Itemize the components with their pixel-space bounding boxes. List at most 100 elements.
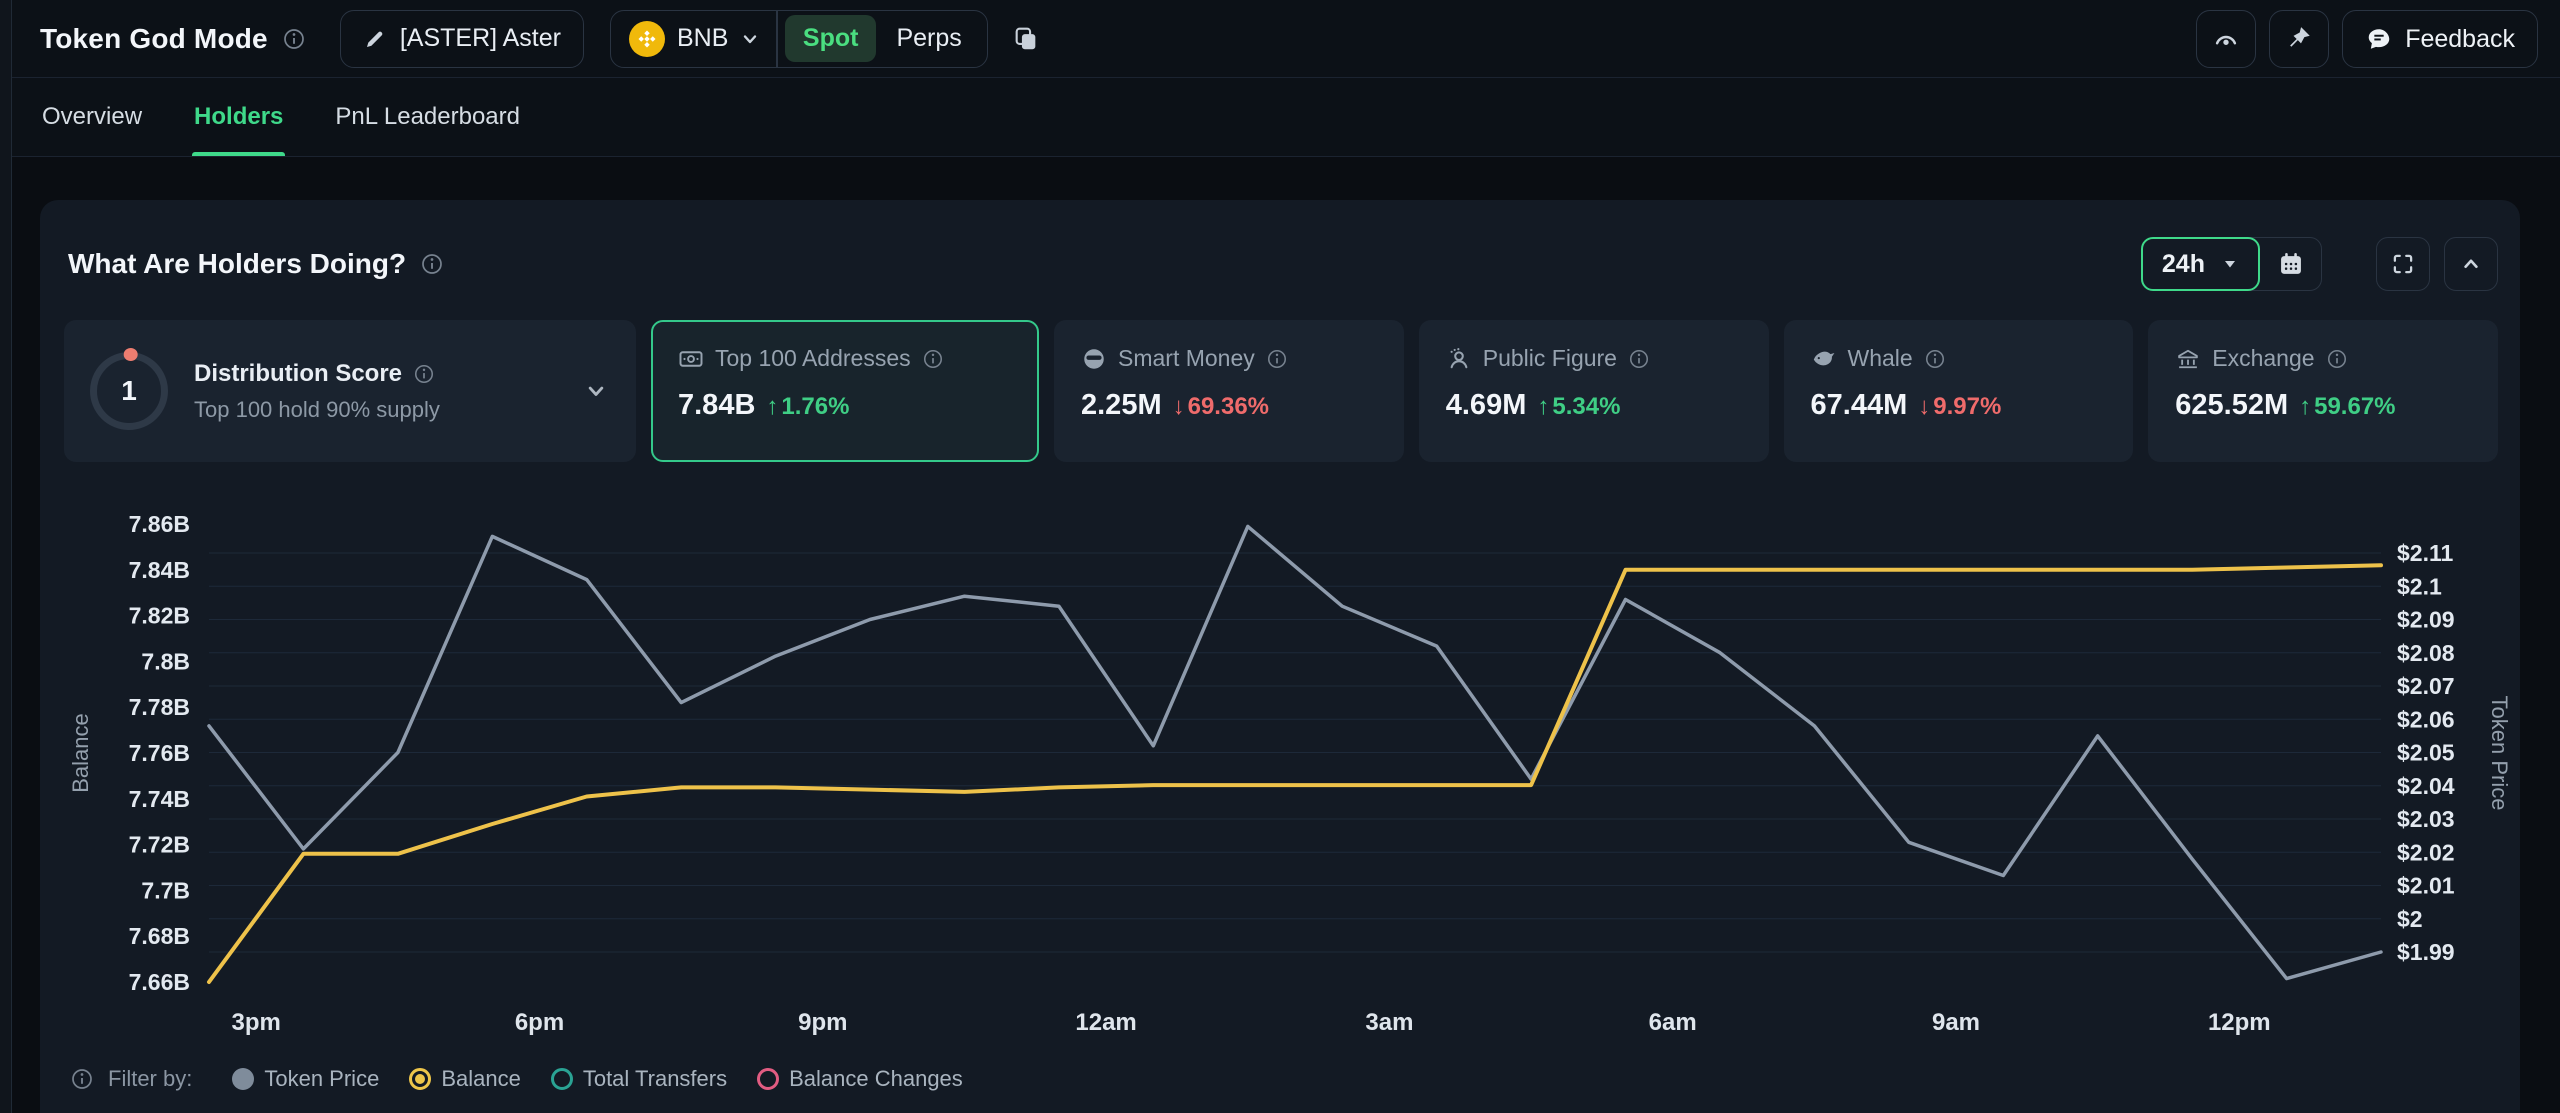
chevron-down-icon[interactable]	[738, 27, 762, 51]
right-axis-title: Token Price	[2487, 696, 2512, 811]
token-selector[interactable]: [ASTER] Aster	[339, 9, 584, 68]
right-axis-tick: $2.07	[2397, 673, 2455, 699]
chevron-down-icon	[2218, 252, 2242, 276]
stat-card-smart-money[interactable]: Smart Money 2.25M ↓ 69.36%	[1054, 320, 1404, 462]
tab-label: Overview	[42, 103, 143, 130]
whale-icon	[1811, 346, 1837, 372]
chevron-down-icon[interactable]	[582, 377, 610, 405]
collapse-button[interactable]	[2444, 237, 2498, 291]
left-axis-tick: 7.82B	[129, 603, 190, 629]
series-token-price	[207, 524, 2383, 981]
calendar-icon	[2277, 250, 2305, 278]
distribution-score-value: 1	[121, 375, 137, 406]
right-axis-tick: $2.11	[2397, 540, 2453, 566]
header-actions: Feedback	[2196, 10, 2538, 68]
gauge-icon	[2212, 25, 2240, 53]
x-axis-tick: 12pm	[2208, 1009, 2271, 1036]
fullscreen-button[interactable]	[2376, 237, 2430, 291]
legend-item-label: Balance Changes	[789, 1066, 963, 1091]
bnb-coin-icon[interactable]	[629, 20, 665, 57]
legend-marker-ring	[757, 1068, 780, 1090]
stat-card-label: Exchange	[2212, 345, 2315, 371]
tab-holders[interactable]: Holders	[192, 78, 286, 156]
copy-icon[interactable]	[1012, 25, 1040, 53]
time-range-select[interactable]: 24h	[2140, 237, 2260, 291]
stat-card-distribution-score[interactable]: 1 Distribution Score Top 100 hold 90% su…	[64, 320, 636, 462]
chevron-up-icon	[2458, 251, 2484, 277]
right-axis-tick: $2.09	[2397, 607, 2455, 633]
info-icon[interactable]	[922, 348, 944, 370]
calendar-button[interactable]	[2248, 237, 2322, 291]
top-header: Token God Mode [ASTER] Aster BNB Spot Pe…	[0, 0, 2560, 78]
stat-card-whale[interactable]: Whale 67.44M ↓ 9.97%	[1783, 320, 2134, 462]
legend-item-total-transfers[interactable]: Total Transfers	[550, 1066, 728, 1092]
stat-card-exchange[interactable]: Exchange 625.52M ↑ 59.67%	[2148, 320, 2498, 462]
holders-panel: What Are Holders Doing? 24h 1 D	[40, 200, 2520, 1113]
panel-controls: 24h	[2140, 237, 2498, 291]
banknote-icon	[678, 346, 704, 372]
stat-card-value: 625.52M	[2175, 389, 2289, 421]
stat-card-value: 7.84B	[678, 389, 756, 421]
gauge-marker-dot	[123, 348, 138, 361]
tab-pnl-leaderboard[interactable]: PnL Leaderboard	[333, 78, 522, 156]
right-axis-tick: $2.06	[2397, 706, 2455, 732]
perps-toggle[interactable]: Perps	[896, 24, 962, 52]
right-axis-tick: $2.03	[2397, 806, 2455, 832]
left-axis-tick: 7.66B	[129, 969, 190, 995]
right-axis-tick: $2	[2397, 906, 2423, 932]
holders-chart[interactable]: 7.86B 7.84B 7.82B 7.8B 7.78B 7.76B 7.74B 7.72B 7…	[40, 490, 2520, 1050]
stat-card-change: 59.67%	[2314, 393, 2396, 420]
left-axis-tick: 7.68B	[129, 923, 190, 949]
info-icon[interactable]	[282, 27, 306, 51]
feedback-label: Feedback	[2405, 24, 2515, 53]
tab-overview[interactable]: Overview	[40, 78, 144, 156]
info-icon[interactable]	[1266, 348, 1288, 370]
stat-card-change: 69.36%	[1187, 393, 1270, 420]
legend-item-balance-changes[interactable]: Balance Changes	[757, 1066, 963, 1092]
legend-item-label: Total Transfers	[582, 1066, 728, 1091]
legend-marker-filled	[232, 1068, 255, 1090]
info-icon[interactable]	[1628, 348, 1650, 370]
chart-svg: 7.86B 7.84B 7.82B 7.8B 7.78B 7.76B 7.74B 7.72B 7…	[68, 511, 2512, 1036]
fullscreen-icon	[2390, 251, 2416, 277]
spot-toggle[interactable]: Spot	[784, 15, 877, 62]
bank-icon	[2175, 346, 2201, 372]
series-balance	[207, 563, 2383, 984]
stat-card-label: Top 100 Addresses	[715, 345, 911, 371]
x-axis-tick: 9am	[1932, 1009, 1980, 1036]
panel-header: What Are Holders Doing? 24h	[68, 236, 2498, 292]
incognito-icon	[1081, 346, 1107, 372]
right-axis-tick: $1.99	[2397, 939, 2455, 965]
chain-label[interactable]: BNB	[677, 24, 729, 52]
info-icon[interactable]	[1924, 348, 1946, 370]
collapsed-sidebar-strip	[0, 0, 12, 1113]
info-icon[interactable]	[70, 1067, 94, 1091]
right-axis-tick: $2.08	[2397, 640, 2455, 666]
legend-item-label: Token Price	[264, 1066, 380, 1091]
x-axis-tick: 3pm	[232, 1009, 281, 1036]
legend-marker-ring	[550, 1068, 573, 1090]
trend-arrow-icon: ↑	[1537, 393, 1550, 420]
public-figure-icon	[1446, 346, 1472, 372]
stat-card-public-figure[interactable]: Public Figure 4.69M ↑ 5.34%	[1418, 320, 1769, 462]
app-title: Token God Mode	[40, 22, 268, 54]
info-icon[interactable]	[413, 363, 435, 385]
chat-bubble-icon	[2365, 25, 2393, 53]
legend-item-balance[interactable]: Balance	[409, 1066, 521, 1092]
panel-title: What Are Holders Doing?	[68, 248, 407, 279]
trend-arrow-icon: ↓	[1172, 393, 1185, 420]
legend-item-token-price[interactable]: Token Price	[232, 1066, 379, 1092]
info-icon[interactable]	[420, 252, 444, 276]
left-axis-tick: 7.76B	[129, 740, 190, 766]
tab-bar: Overview Holders PnL Leaderboard	[0, 78, 2560, 157]
trend-arrow-icon: ↑	[766, 393, 779, 420]
stat-card-top-100-addresses[interactable]: Top 100 Addresses 7.84B ↑ 1.76%	[651, 320, 1039, 462]
pin-button[interactable]	[2269, 10, 2330, 68]
feedback-button[interactable]: Feedback	[2342, 10, 2538, 68]
gauge-button[interactable]	[2196, 10, 2257, 68]
legend-prefix: Filter by:	[108, 1066, 193, 1091]
pin-icon	[2285, 25, 2313, 53]
stat-card-value: 4.69M	[1445, 389, 1527, 421]
info-icon[interactable]	[2326, 348, 2348, 370]
legend-marker-radio	[409, 1068, 432, 1090]
